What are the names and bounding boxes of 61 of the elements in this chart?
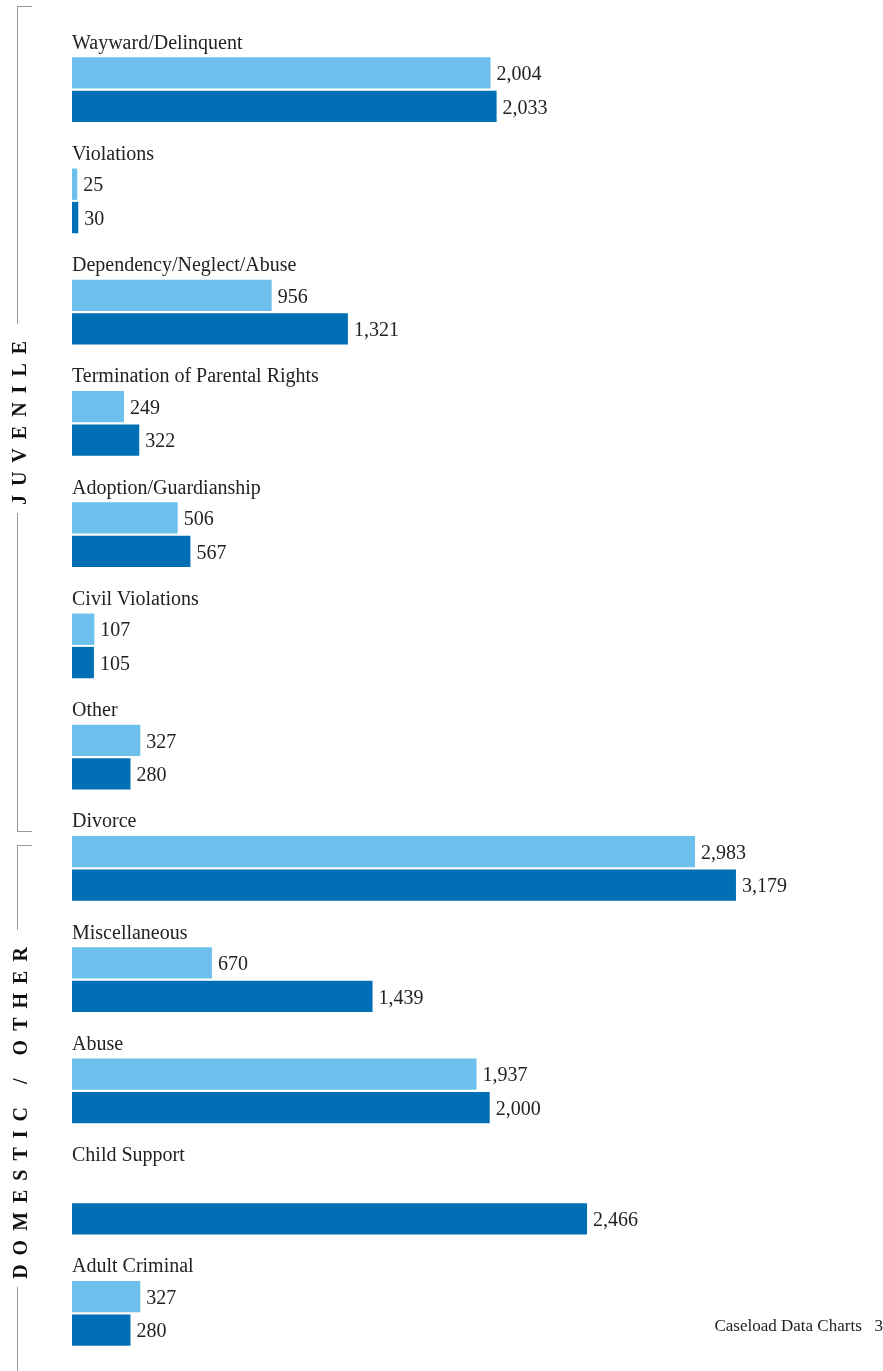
bar bbox=[72, 646, 94, 679]
data-label: 2,983 bbox=[701, 840, 747, 863]
y-tick-label: Miscellaneous bbox=[72, 920, 188, 943]
bar bbox=[72, 535, 191, 567]
bar bbox=[72, 869, 736, 901]
data-label: 25 bbox=[83, 173, 104, 196]
y-tick-label: Divorce bbox=[72, 809, 137, 832]
data-label: 2,004 bbox=[496, 62, 542, 85]
data-label: 670 bbox=[217, 952, 248, 975]
bar bbox=[72, 724, 141, 757]
data-label: 3,179 bbox=[741, 874, 787, 897]
bar bbox=[72, 947, 212, 979]
bar bbox=[72, 613, 95, 645]
data-label: 1,937 bbox=[482, 1063, 528, 1086]
data-label: 327 bbox=[146, 1285, 177, 1308]
y-tick-label: Adoption/Guardianship bbox=[72, 475, 261, 499]
bar bbox=[72, 836, 696, 868]
bar bbox=[72, 1091, 490, 1124]
data-label: 956 bbox=[277, 284, 308, 307]
y-tick-label: Adult Criminal bbox=[72, 1254, 195, 1277]
bar bbox=[72, 90, 497, 122]
bar bbox=[72, 391, 125, 423]
data-label: 327 bbox=[146, 729, 177, 752]
data-label: 249 bbox=[130, 395, 161, 418]
data-label: 2,000 bbox=[495, 1096, 541, 1119]
data-label: 105 bbox=[99, 651, 130, 674]
y-tick-label: Other bbox=[72, 698, 118, 720]
bar bbox=[72, 758, 131, 790]
data-label: 280 bbox=[136, 763, 167, 786]
y-tick-label: Child Support bbox=[72, 1143, 186, 1166]
data-label: 506 bbox=[183, 507, 214, 530]
y-tick-label: Termination of Parental Rights bbox=[72, 364, 320, 388]
data-label: 2,033 bbox=[502, 95, 548, 118]
y-tick-label: Abuse bbox=[72, 1031, 124, 1054]
data-label: 1,321 bbox=[353, 318, 399, 341]
bar bbox=[72, 313, 348, 345]
y-tick-label: Wayward/Delinquent bbox=[72, 30, 243, 54]
data-label: 280 bbox=[136, 1319, 167, 1342]
bar bbox=[72, 1314, 131, 1346]
data-label: 1,439 bbox=[378, 985, 424, 1008]
data-label: 107 bbox=[100, 618, 131, 641]
bar bbox=[72, 201, 79, 234]
bar bbox=[72, 502, 178, 534]
bar bbox=[72, 1281, 141, 1313]
y-tick-label: Civil Violations bbox=[72, 586, 199, 609]
bar bbox=[72, 1058, 477, 1090]
bar bbox=[72, 1203, 588, 1235]
data-label: 30 bbox=[84, 206, 105, 229]
text: JUVENILE bbox=[8, 323, 32, 513]
data-label: 2,466 bbox=[593, 1208, 639, 1231]
bar bbox=[72, 424, 140, 456]
bar bbox=[72, 980, 373, 1012]
text: DOMESTIC / OTHER bbox=[8, 929, 32, 1287]
annotation: Caseload Data Charts 3 bbox=[714, 1316, 883, 1336]
data-label: 322 bbox=[145, 429, 176, 452]
bar bbox=[72, 57, 491, 89]
bar bbox=[72, 168, 78, 200]
data-label: 567 bbox=[196, 540, 227, 563]
bar bbox=[72, 279, 272, 312]
y-tick-label: Violations bbox=[72, 141, 155, 164]
y-tick-label: Dependency/Neglect/Abuse bbox=[72, 253, 297, 276]
